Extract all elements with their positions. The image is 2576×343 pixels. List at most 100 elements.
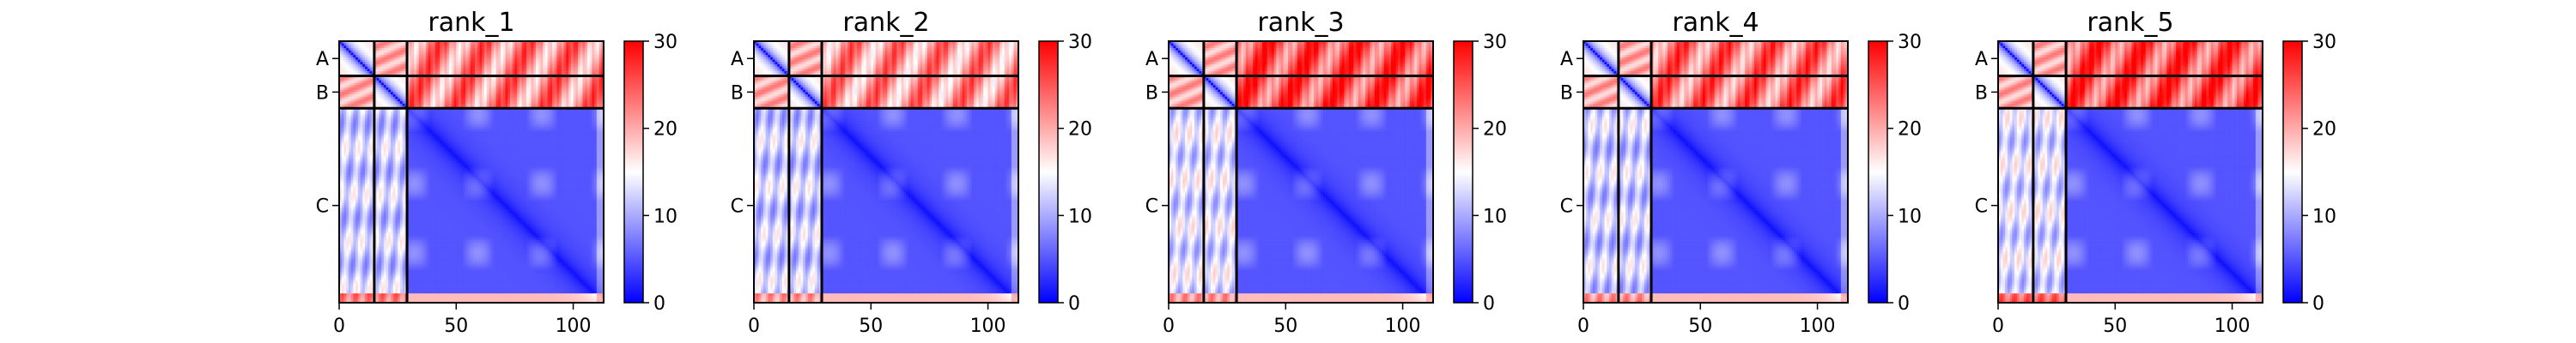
heatmap-cell (447, 78, 449, 81)
heatmap-cell (489, 67, 491, 69)
heatmap-cell (564, 67, 567, 69)
heatmap-cell (440, 67, 442, 69)
heatmap-cell (480, 67, 483, 69)
heatmap-cell (428, 90, 431, 93)
heatmap-cell (379, 55, 381, 57)
heatmap-cell (398, 45, 400, 48)
heatmap-cell (421, 90, 423, 93)
heatmap-cell (346, 44, 349, 46)
heatmap-cell (361, 57, 363, 60)
heatmap-cell (562, 71, 564, 74)
heatmap-cell (465, 51, 468, 53)
heatmap-cell (566, 53, 568, 56)
heatmap-cell (582, 55, 585, 57)
heatmap-cell (435, 69, 438, 71)
heatmap-cell (555, 51, 557, 53)
heatmap-cell (510, 69, 513, 71)
heatmap-cell (342, 78, 344, 81)
heatmap-cell (507, 81, 510, 83)
heatmap-cell (459, 83, 461, 86)
heatmap-cell (510, 85, 513, 87)
heatmap-cell (465, 81, 468, 83)
heatmap-cell (391, 71, 393, 74)
heatmap-cell (575, 81, 578, 83)
heatmap-cell (379, 51, 381, 53)
heatmap-cell (475, 83, 477, 86)
heatmap-cell (393, 81, 396, 83)
heatmap-cell (353, 83, 355, 86)
heatmap-cell (471, 48, 473, 51)
heatmap-cell (355, 81, 358, 83)
heatmap-cell (437, 85, 440, 87)
heatmap-cell (566, 78, 568, 81)
heatmap-cell (459, 92, 461, 94)
heatmap-cell (491, 60, 494, 63)
heatmap-cell (452, 44, 454, 46)
heatmap-cell (430, 69, 433, 71)
heatmap-cell (517, 44, 519, 46)
heatmap-cell (574, 53, 576, 56)
heatmap-cell (526, 87, 529, 90)
heatmap-cell (447, 44, 449, 46)
heatmap-cell (463, 71, 465, 74)
heatmap-cell (461, 53, 464, 56)
heatmap-cell (355, 57, 358, 60)
heatmap-cell (582, 57, 585, 60)
heatmap-cell (538, 90, 541, 93)
heatmap-cell (587, 51, 590, 53)
heatmap-cell (440, 83, 442, 86)
heatmap-cell (426, 44, 428, 46)
heatmap-cell (379, 64, 381, 67)
heatmap-cell (471, 71, 473, 74)
heatmap-cell (526, 48, 529, 51)
heatmap-cell (568, 44, 571, 46)
heatmap-cell (452, 53, 454, 56)
heatmap-cell (384, 69, 386, 71)
heatmap-cell (395, 55, 398, 57)
heatmap-cell (403, 44, 405, 46)
heatmap-cell (362, 83, 365, 86)
heatmap-cell (379, 60, 381, 63)
heatmap-cell (552, 85, 555, 87)
heatmap-cell (468, 71, 471, 74)
heatmap-cell (437, 87, 440, 90)
heatmap-cell (437, 92, 440, 94)
heatmap-cell (526, 90, 529, 93)
heatmap-cell (503, 71, 506, 74)
heatmap-cell (365, 57, 368, 60)
heatmap-cell (582, 48, 585, 51)
heatmap-cell (513, 64, 515, 67)
heatmap-cell (377, 83, 380, 86)
heatmap-cell (465, 60, 468, 63)
heatmap-cell (491, 85, 494, 87)
heatmap-cell (381, 81, 384, 83)
heatmap-cell (568, 87, 571, 90)
heatmap-cell (377, 51, 380, 53)
heatmap-cell (571, 90, 574, 93)
heatmap-cell (388, 71, 391, 74)
heatmap-cell (590, 90, 592, 93)
heatmap-cell (477, 67, 480, 69)
heatmap-cell (494, 85, 496, 87)
heatmap-cell (461, 64, 464, 67)
heatmap-cell (428, 83, 431, 86)
heatmap-cell (393, 62, 396, 64)
heatmap-cell (353, 45, 355, 48)
heatmap-cell (599, 83, 602, 86)
heatmap-cell (582, 67, 585, 69)
heatmap-cell (507, 67, 510, 69)
heatmap-cell (377, 45, 380, 48)
heatmap-cell (386, 81, 389, 83)
heatmap-cell (571, 81, 574, 83)
heatmap-cell (529, 87, 532, 90)
heatmap-cell (599, 81, 602, 83)
heatmap-cell (452, 64, 454, 67)
heatmap-cell (517, 60, 519, 63)
heatmap-cell (365, 81, 368, 83)
heatmap-cell (447, 87, 449, 90)
heatmap-cell (574, 55, 576, 57)
heatmap-cell (377, 87, 380, 90)
heatmap-cell (414, 45, 416, 48)
heatmap-cell (449, 87, 452, 90)
heatmap-cell (440, 81, 442, 83)
